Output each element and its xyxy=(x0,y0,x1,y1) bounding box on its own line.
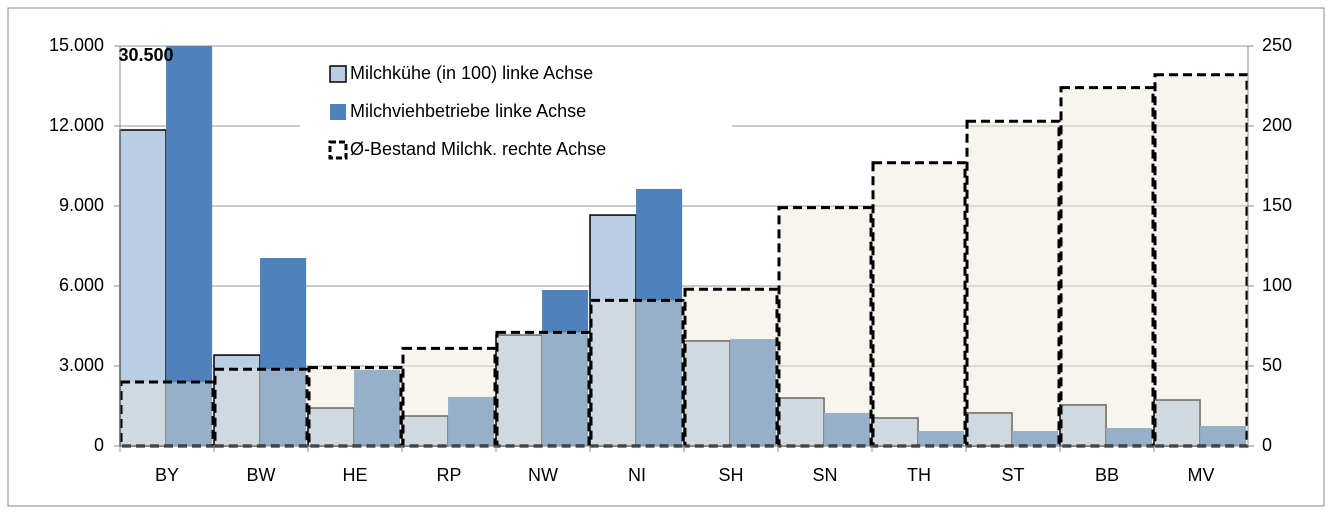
average-box xyxy=(965,119,1061,448)
x-tick-label: TH xyxy=(907,465,931,485)
average-box xyxy=(1153,73,1249,448)
x-tick-label: ST xyxy=(1001,465,1024,485)
y2-tick-label: 150 xyxy=(1262,195,1292,215)
x-tick-label: BW xyxy=(247,465,276,485)
axes: 0 3.000 6.000 9.000 12.000 15.000 0 50 100 150 200… xyxy=(49,35,1292,485)
bar xyxy=(542,290,589,446)
legend-label: Ø-Bestand Milchk. rechte Achse xyxy=(350,139,606,159)
x-tick-label: NW xyxy=(528,465,558,485)
average-box xyxy=(307,366,403,448)
x-tick-label: BY xyxy=(155,465,179,485)
average-box xyxy=(495,330,591,448)
bar xyxy=(1106,428,1153,446)
y-tick-label: 15.000 xyxy=(49,35,104,55)
bar xyxy=(166,46,213,446)
y2-tick-label: 100 xyxy=(1262,275,1292,295)
x-tick-label: SN xyxy=(812,465,837,485)
y-tick-label: 9.000 xyxy=(59,195,104,215)
legend: Milchkühe (in 100) linke Achse Milchviehb… xyxy=(300,55,732,173)
legend-box xyxy=(300,55,732,173)
y2-tick-label: 0 xyxy=(1262,435,1272,455)
y-tick-label: 6.000 xyxy=(59,275,104,295)
legend-label: Milchkühe (in 100) linke Achse xyxy=(350,63,593,83)
bar xyxy=(824,412,871,446)
bar xyxy=(495,334,543,447)
y2-tick-label: 250 xyxy=(1262,35,1292,55)
legend-swatch xyxy=(330,104,346,120)
x-tick-label: BB xyxy=(1095,465,1119,485)
bar xyxy=(354,370,401,446)
average-box xyxy=(401,346,497,448)
average-box xyxy=(777,206,873,448)
average-box xyxy=(683,287,779,448)
bar xyxy=(260,258,307,446)
data-label: 30.500 xyxy=(119,45,174,65)
bar xyxy=(307,407,355,447)
y2-tick-label: 50 xyxy=(1262,355,1282,375)
legend-label: Milchviehbetriebe linke Achse xyxy=(350,101,586,121)
y-tick-label: 12.000 xyxy=(49,115,104,135)
average-box xyxy=(871,161,967,448)
bar xyxy=(1012,431,1059,446)
bar xyxy=(730,339,777,446)
bar xyxy=(1200,426,1247,446)
x-tick-label: HE xyxy=(342,465,367,485)
average-box xyxy=(119,380,215,448)
legend-swatch xyxy=(328,140,348,160)
y2-tick-label: 200 xyxy=(1262,115,1292,135)
bar xyxy=(636,188,683,446)
bar xyxy=(448,396,495,446)
average-boxes xyxy=(119,73,1249,448)
x-tick-label: NI xyxy=(628,465,646,485)
average-box xyxy=(213,367,309,448)
average-box xyxy=(589,298,685,448)
bar xyxy=(1153,399,1201,447)
y-tick-label: 3.000 xyxy=(59,355,104,375)
y-tick-label: 0 xyxy=(94,435,104,455)
average-box xyxy=(1059,86,1155,448)
bar xyxy=(918,431,965,446)
x-tick-label: MV xyxy=(1188,465,1215,485)
legend-swatch xyxy=(329,65,347,83)
x-tick-label: RP xyxy=(436,465,461,485)
x-tick-label: SH xyxy=(718,465,743,485)
